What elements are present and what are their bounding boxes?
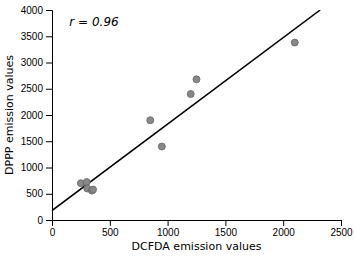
tick-mark [46,194,52,195]
tick-label: 4000 [21,5,44,16]
tick: 0 [50,220,56,238]
tick-label: 3500 [21,31,44,42]
tick-mark [341,220,342,226]
chart: 0 500 1000 1500 2000 2500 0 500 1000 1500 2000 2500… [0,0,355,256]
tick: 1000 [157,220,180,238]
y-axis-title: DPPP emission values [3,55,16,175]
x-axis-title: DCFDA emission values [132,240,262,253]
point [147,117,154,124]
tick-mark [46,168,52,169]
tick: 1000 [21,162,52,173]
tick-mark [46,36,52,37]
point [158,143,165,150]
annotation: r = 0.96 [69,15,119,29]
tick-label: 500 [102,227,119,238]
tick-mark [110,220,111,226]
tick-label: 0 [37,215,43,226]
points [77,39,298,194]
tick-mark [225,220,226,226]
tick-mark [46,115,52,116]
tick: 1500 [21,136,52,147]
axis-line [46,11,53,221]
tick-label: 2500 [330,227,353,238]
tick-mark [283,220,284,226]
marks [52,10,320,211]
tick-mark [46,220,52,221]
axis-line [53,221,342,227]
tick-mark [46,89,52,90]
tick-label: 0 [50,227,56,238]
tick-label: 3000 [21,57,44,68]
tick: 2000 [273,220,296,238]
tick: 2000 [21,110,52,121]
tick: 0 [37,215,52,226]
point [90,186,97,193]
tick-label: 1000 [21,162,44,173]
y-axis: 0 500 1000 1500 2000 2500 3000 3500 4000 [21,5,53,226]
tick: 2500 [330,220,353,238]
tick: 2500 [21,83,52,94]
x-axis: 0 500 1000 1500 2000 2500 [50,220,353,238]
point [83,178,90,185]
tick-label: 2000 [21,110,44,121]
tick-label: 2000 [273,227,296,238]
tick-label: 1500 [21,136,44,147]
regression-line [52,10,320,211]
point [291,39,298,46]
tick: 3000 [21,57,52,68]
tick-mark [46,141,52,142]
tick: 1500 [215,220,238,238]
tick-mark [46,63,52,64]
plot: 0 500 1000 1500 2000 2500 0 500 1000 1500 2000 2500… [21,5,353,238]
tick: 500 [102,220,119,238]
tick-mark [168,220,169,226]
tick-label: 1500 [215,227,238,238]
tick-label: 1000 [157,227,180,238]
point [187,91,194,98]
tick-label: 2500 [21,83,44,94]
tick-label: 500 [26,188,43,199]
tick: 500 [26,188,52,199]
tick: 3500 [21,31,52,42]
tick-mark [46,10,52,11]
point [193,76,200,83]
tick: 4000 [21,5,52,16]
